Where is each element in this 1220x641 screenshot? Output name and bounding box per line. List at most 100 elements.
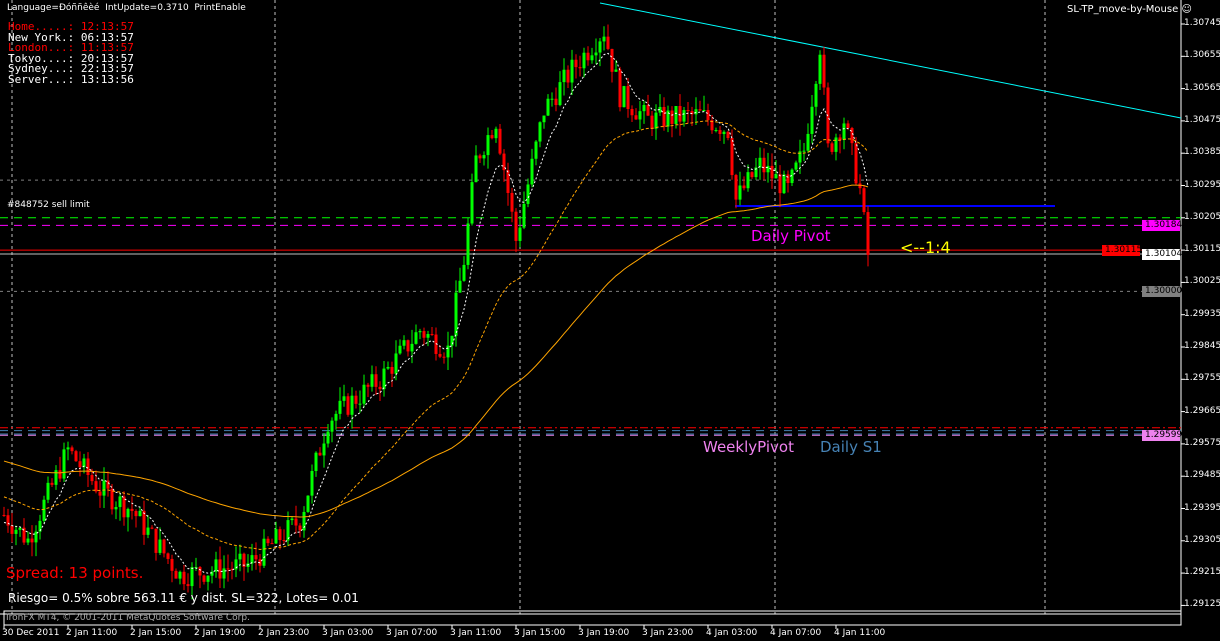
price-tick-label: 1.29215 [1184,567,1220,578]
candle-body [262,538,266,566]
candle-body [442,356,446,358]
candle-body [638,111,642,120]
candle-body [742,185,746,189]
candle-body [510,192,514,212]
candle-body [650,115,654,129]
candle-body [686,110,690,112]
order-label: #848752 sell limit [7,200,90,210]
candle-body [438,353,442,357]
candle-body [734,175,738,200]
candle-body [294,518,298,526]
candle-body [2,514,6,516]
candle-body [418,331,422,333]
candle-body [610,48,614,72]
candle-body [458,280,462,293]
info-line: Language=Ðóññêèé IntUpdate=0.3710 PrintE… [7,3,246,13]
candle-body [450,335,454,346]
candle-body [406,340,410,352]
candle-body [162,539,166,554]
candle-body [86,458,90,476]
clock-row: London...: 11:13:57 [8,41,134,54]
candle-body [74,451,78,462]
candle-body [822,54,826,88]
candle-body [754,167,758,178]
candle-body [654,112,658,129]
time-tick-label: 2 Jan 15:00 [130,628,182,638]
candle-body [810,106,814,134]
candle-body [766,165,770,173]
candle-body [554,98,558,106]
candle-body [14,529,18,534]
price-tick-label: 1.30655 [1184,50,1220,61]
candle-body [474,155,478,183]
candle-body [778,174,782,194]
candle-body [522,203,526,228]
candle-body [6,515,10,526]
candle-body [166,553,170,559]
price-tick-label: 1.29935 [1184,308,1220,319]
candle-body [22,527,26,543]
time-tick-label: 2 Jan 23:00 [258,628,310,638]
time-tick-label: 3 Jan 23:00 [642,628,694,638]
candle-body [602,36,606,42]
candle-body [186,584,190,587]
candle-body [306,495,310,512]
candle-body [618,69,622,108]
candle-body [494,128,498,139]
candle-body [106,480,110,489]
candle-body [834,137,838,152]
candle-body [518,227,522,241]
candle-body [710,120,714,131]
candle-body [394,353,398,374]
candle-body [726,131,730,138]
candle-body [218,559,222,579]
candle-body [358,403,362,405]
candle-body [770,165,774,179]
time-tick-label: 3 Jan 11:00 [450,628,502,638]
candle-body [274,529,278,544]
candle-body [426,334,430,338]
candle-body [114,507,118,510]
time-tick-label: 3 Jan 03:00 [322,628,374,638]
candle-body [278,529,282,541]
candle-body [110,488,114,510]
weekly-pivot-label: WeeklyPivot [703,438,794,456]
price-tag: 1.29599 [1142,430,1182,442]
price-tag: 1.30115 [1102,245,1142,257]
candle-body [26,538,30,543]
candle-body [210,571,214,576]
candle-body [582,52,586,69]
time-tick-label: 3 Jan 15:00 [514,628,566,638]
candle-body [698,109,702,111]
candle-body [430,334,434,336]
candle-body [182,571,186,585]
candle-body [98,491,102,496]
candle-body [62,449,66,479]
candle-body [226,568,230,570]
time-tick-label: 3 Jan 07:00 [386,628,438,638]
price-tick-label: 1.29125 [1184,599,1220,610]
candle-body [138,510,142,517]
candle-body [194,567,198,569]
candle-body [490,135,494,139]
candle-body [90,475,94,482]
candle-body [842,123,846,140]
candle-body [782,174,786,194]
candle-body [678,106,682,122]
price-tick-label: 1.30745 [1184,18,1220,28]
candle-body [170,558,174,571]
price-tick-label: 1.29485 [1184,470,1220,481]
candle-body [102,480,106,496]
candle-body [470,182,474,224]
candle-body [502,153,506,171]
candle-body [286,520,290,541]
indicator-name: SL-TP_move-by-Mouse ☺ [1067,4,1192,15]
candle-body [482,155,486,159]
candle-body [566,69,570,83]
candle-body [758,157,762,168]
candle-body [706,110,710,121]
price-tick-label: 1.30025 [1184,276,1220,287]
candle-body [410,343,414,352]
candle-body [530,158,534,185]
